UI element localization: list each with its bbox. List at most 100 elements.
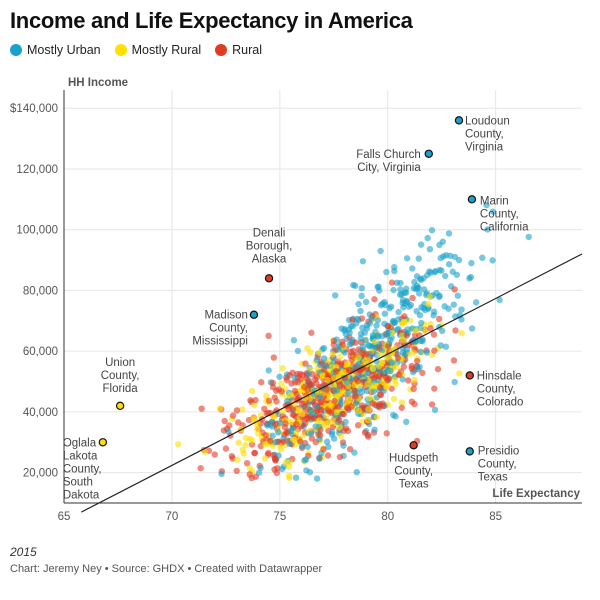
county-point (430, 312, 437, 319)
county-point (381, 320, 388, 327)
county-point (359, 349, 366, 356)
legend-item-mostly-rural: Mostly Rural (114, 43, 202, 57)
county-point (393, 363, 400, 370)
highlight-label: Union County, Florida (101, 357, 140, 395)
county-point (324, 452, 332, 459)
scatter-chart: 20,000 40,000 60,000 80,000 100,000 120,000 $1… (10, 77, 583, 523)
county-point (391, 377, 399, 384)
county-point (431, 347, 438, 354)
county-point (376, 384, 384, 391)
county-point (228, 452, 236, 460)
county-point (326, 418, 334, 426)
county-point (285, 463, 293, 471)
county-point (296, 407, 303, 414)
legend-swatch-rural (215, 44, 228, 56)
county-point (359, 258, 367, 265)
county-point (320, 344, 328, 352)
county-point (276, 373, 283, 380)
highlight-point (467, 195, 477, 204)
county-point (336, 353, 343, 361)
x-tick-label: 75 (273, 511, 286, 523)
county-point (302, 420, 309, 427)
county-point (365, 406, 372, 413)
county-point (292, 474, 300, 481)
county-point (399, 332, 406, 339)
county-point (265, 397, 273, 404)
county-point (363, 322, 370, 329)
legend-label-mostly-rural: Mostly Rural (131, 43, 202, 57)
county-point (286, 440, 293, 447)
county-point (287, 427, 295, 435)
county-point (419, 369, 426, 377)
county-point (286, 459, 293, 466)
county-point (271, 466, 278, 473)
highlight-label: Oglala Lakota County, South Dakota (63, 437, 102, 501)
county-point (229, 412, 237, 419)
county-point (301, 457, 308, 464)
county-point (278, 465, 286, 473)
county-point (344, 360, 351, 367)
county-point (366, 342, 373, 350)
county-point (336, 423, 343, 431)
county-point (323, 438, 331, 445)
legend-item-mostly-urban: Mostly Urban (10, 43, 101, 57)
county-point (351, 387, 358, 394)
county-point (201, 448, 208, 455)
county-point (395, 371, 402, 378)
county-point (384, 330, 391, 337)
county-point (368, 315, 375, 322)
county-point (387, 337, 394, 344)
county-point (248, 387, 256, 395)
county-point (198, 405, 205, 412)
county-point (318, 398, 325, 406)
county-point (387, 367, 394, 375)
county-point (308, 329, 315, 336)
county-point (316, 393, 324, 400)
county-point (289, 406, 296, 413)
county-point (353, 376, 360, 383)
county-point (376, 362, 383, 370)
legend: Mostly Urban Mostly Rural Rural (10, 43, 262, 57)
county-point (211, 451, 218, 458)
county-point (400, 363, 408, 370)
county-point (409, 294, 416, 302)
highlight-point (249, 310, 259, 319)
county-point (377, 391, 384, 398)
county-point (221, 417, 228, 425)
county-point (354, 422, 362, 429)
county-point (293, 429, 300, 436)
county-point (437, 254, 444, 262)
county-point (369, 365, 377, 373)
county-point (291, 374, 298, 381)
county-point (330, 341, 337, 348)
x-tick-label: 80 (381, 511, 394, 523)
county-point (345, 396, 353, 403)
county-point (269, 432, 276, 439)
county-point (340, 442, 347, 449)
county-point (247, 397, 254, 404)
county-point (419, 336, 426, 343)
county-point (400, 304, 407, 311)
county-point (381, 310, 389, 317)
county-point (336, 453, 344, 461)
county-point (434, 365, 442, 373)
county-point (445, 230, 453, 237)
county-point (358, 284, 366, 292)
y-tick-label: 60,000 (23, 346, 58, 358)
x-tick-label: 85 (489, 511, 502, 523)
county-point (316, 435, 323, 443)
county-point (346, 366, 353, 373)
county-point (262, 432, 270, 439)
county-point (453, 271, 461, 278)
y-tick-label: $140,000 (10, 103, 58, 115)
county-point (411, 376, 418, 384)
county-point (413, 363, 421, 370)
x-tick-label: 70 (166, 511, 179, 523)
county-point (413, 357, 421, 365)
county-point (308, 430, 315, 437)
county-point (278, 380, 285, 387)
county-point (330, 375, 338, 382)
highlight-point (409, 441, 418, 450)
county-point (252, 473, 259, 480)
county-point (251, 401, 258, 409)
